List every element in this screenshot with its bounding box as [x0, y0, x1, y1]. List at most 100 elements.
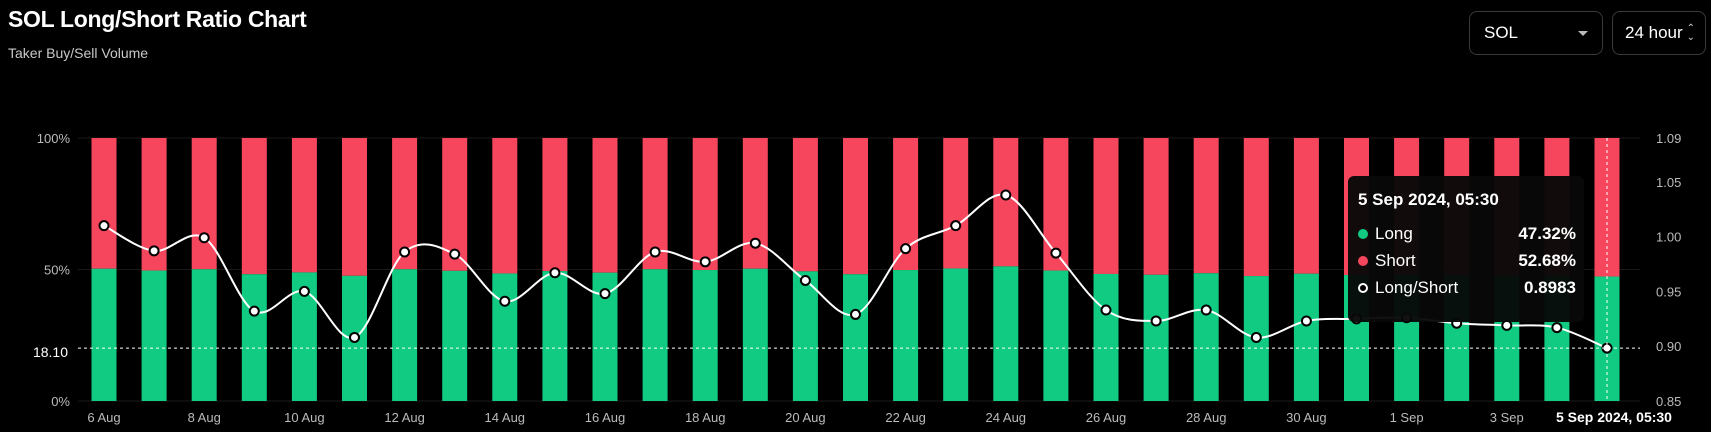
long-bar — [141, 270, 167, 401]
y-right-tick-label: 0.85 — [1656, 394, 1681, 409]
long-bar — [893, 270, 919, 401]
tooltip-label: Short — [1375, 251, 1416, 270]
x-tick-label: 14 Aug — [485, 410, 526, 425]
long-bar — [91, 268, 117, 401]
long-bar — [1193, 273, 1219, 401]
ratio-point — [1551, 322, 1563, 334]
ratio-line — [103, 193, 1608, 349]
x-tick-label: 3 Sep — [1490, 410, 1524, 425]
x-tick-label: 12 Aug — [384, 410, 425, 425]
ratio-point — [449, 248, 461, 260]
x-tick-label: 28 Aug — [1186, 410, 1227, 425]
short-bar — [1093, 138, 1119, 274]
y-left-tick-label: 100% — [37, 131, 71, 146]
short-bar — [342, 138, 367, 276]
ratio-point — [349, 331, 360, 343]
x-tick-label: 8 Aug — [188, 410, 221, 425]
y-right-tick-label: 1.00 — [1656, 230, 1681, 245]
ratio-point — [950, 220, 962, 232]
tooltip-value: 52.68% — [1518, 251, 1576, 270]
y-right-tick-label: 1.05 — [1656, 175, 1681, 190]
short-bar — [1193, 138, 1219, 274]
long-bar — [1293, 273, 1319, 401]
long-bar — [792, 271, 818, 401]
long-bar — [1093, 273, 1119, 401]
long-bar — [1043, 270, 1069, 401]
long-dot-icon — [1358, 229, 1368, 239]
tooltip-row-short: Short 52.68% — [1358, 250, 1576, 272]
ratio-dot-icon — [1358, 283, 1368, 293]
short-bar — [1293, 138, 1319, 274]
short-bar — [291, 138, 317, 273]
ratio-point — [900, 243, 912, 255]
x-tick-label: 30 Aug — [1286, 410, 1327, 425]
page-subtitle: Taker Buy/Sell Volume — [8, 45, 149, 61]
short-bar — [993, 138, 1019, 267]
coin-select-value: SOL — [1484, 23, 1519, 42]
coin-select[interactable]: SOL — [1469, 11, 1603, 55]
x-tick-label: 26 Aug — [1086, 410, 1127, 425]
up-down-chevron-icon: ⌃ ⌄ — [1686, 23, 1695, 43]
long-bar — [993, 266, 1019, 401]
long-bar — [642, 269, 668, 401]
ratio-point — [298, 285, 310, 297]
short-bar — [1243, 138, 1269, 277]
x-tick-label: 22 Aug — [885, 410, 926, 425]
ratio-point — [749, 237, 761, 249]
ratio-point — [1501, 319, 1513, 331]
tooltip-value: 47.32% — [1518, 224, 1576, 243]
long-bar — [742, 268, 768, 401]
long-bar — [843, 274, 868, 401]
ratio-point — [850, 308, 861, 320]
short-bar — [943, 138, 969, 269]
short-bar — [542, 138, 568, 272]
long-bar — [241, 274, 267, 401]
short-bar — [492, 138, 518, 274]
ratio-point — [649, 246, 661, 258]
long-bar — [1143, 274, 1169, 401]
x-tick-label: 18 Aug — [685, 410, 726, 425]
ratio-point — [248, 305, 260, 317]
tooltip-value: 0.8983 — [1524, 278, 1576, 297]
short-bar — [191, 138, 217, 270]
ratio-point — [599, 288, 611, 300]
long-bar — [442, 270, 468, 401]
crosshair-y-label: 18.10 — [0, 341, 74, 363]
ratio-point — [799, 274, 811, 286]
time-range-select-value: 24 hour — [1625, 23, 1683, 42]
long-bar — [542, 271, 568, 401]
crosshair-time-label: 5 Sep 2024, 05:30 — [1552, 406, 1676, 428]
y-left-tick-label: 50% — [44, 263, 70, 278]
ratio-point — [1150, 315, 1162, 327]
ratio-point — [1250, 331, 1262, 343]
short-bar — [843, 138, 868, 275]
short-bar — [692, 138, 718, 271]
page-title: SOL Long/Short Ratio Chart — [8, 6, 307, 32]
tooltip-row-ratio: Long/Short 0.8983 — [1358, 277, 1576, 299]
x-tick-label: 1 Sep — [1390, 410, 1424, 425]
long-bar — [943, 268, 969, 401]
y-right-tick-label: 0.95 — [1656, 284, 1681, 299]
y-right-tick-label: 1.09 — [1656, 131, 1681, 146]
ratio-point — [499, 295, 511, 307]
short-bar — [742, 138, 768, 269]
x-tick-label: 24 Aug — [986, 410, 1027, 425]
ratio-point — [1100, 304, 1112, 316]
short-bar — [91, 138, 117, 269]
ratio-point — [549, 267, 561, 279]
ratio-point — [198, 232, 210, 244]
chevron-down-icon — [1578, 30, 1588, 36]
tooltip-label: Long/Short — [1375, 278, 1459, 297]
x-tick-label: 6 Aug — [87, 410, 120, 425]
long-bar — [492, 273, 518, 401]
short-bar — [1143, 138, 1169, 275]
ratio-point — [1200, 304, 1212, 316]
x-tick-label: 10 Aug — [284, 410, 325, 425]
short-bar — [592, 138, 618, 273]
short-bar — [792, 138, 818, 272]
x-tick-label: 20 Aug — [785, 410, 826, 425]
ratio-point — [1300, 315, 1312, 327]
time-range-select[interactable]: 24 hour ⌃ ⌄ — [1612, 11, 1706, 55]
tooltip-row-long: Long 47.32% — [1358, 223, 1576, 245]
ratio-point — [148, 245, 160, 257]
